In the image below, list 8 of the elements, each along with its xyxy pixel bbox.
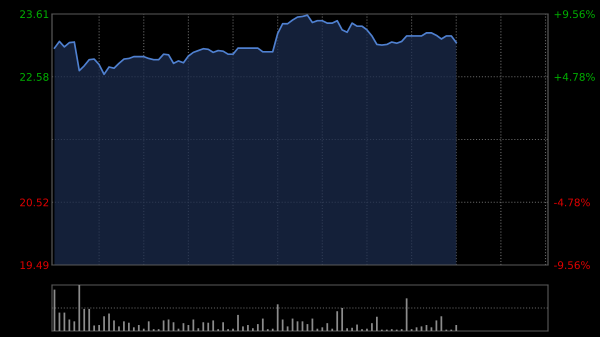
y2-tick-label: -4.78% bbox=[554, 198, 590, 206]
y2-tick-label: -9.56% bbox=[554, 261, 590, 270]
y-tick-label: 22.58 bbox=[20, 72, 49, 81]
y-tick-label: 19.49 bbox=[20, 261, 48, 270]
y2-tick-label: +4.78% bbox=[554, 72, 595, 81]
y-tick-label: 23.61 bbox=[20, 10, 48, 18]
y2-tick-label: +9.56% bbox=[554, 10, 595, 18]
y-tick-label: 20.52 bbox=[20, 198, 48, 206]
